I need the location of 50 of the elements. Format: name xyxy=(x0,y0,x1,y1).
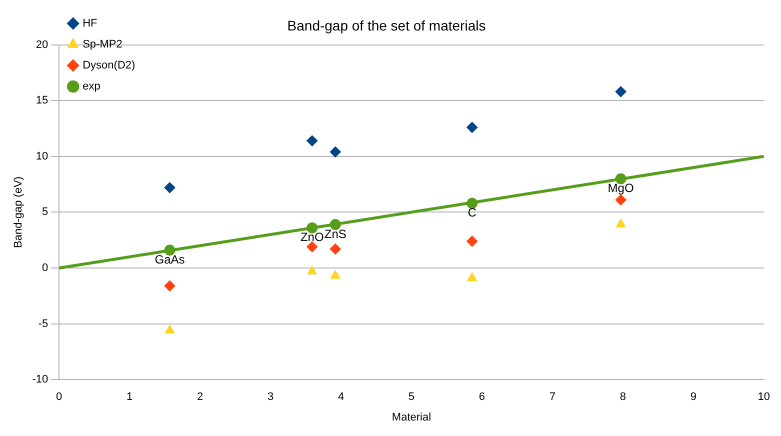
x-tick-label: 5 xyxy=(408,391,415,404)
y-tick-label: 10 xyxy=(36,150,48,162)
point xyxy=(330,270,340,279)
annotation: MgO xyxy=(608,181,634,196)
y-tick-label: 15 xyxy=(36,94,48,107)
point xyxy=(164,182,176,194)
x-tick-label: 8 xyxy=(620,391,626,404)
point xyxy=(306,241,318,252)
point xyxy=(330,146,341,158)
legend-label: Dyson(D2) xyxy=(82,60,136,72)
x-tick-label: 6 xyxy=(478,391,486,404)
point xyxy=(467,272,477,282)
point xyxy=(615,194,626,206)
point xyxy=(307,266,317,274)
x-tick-label: 7 xyxy=(549,391,556,404)
point xyxy=(616,218,626,228)
y-tick-label: 0 xyxy=(42,262,48,274)
chart-title: Band-gap of the set of materials xyxy=(287,17,486,34)
x-tick-label: 9 xyxy=(690,391,696,404)
point xyxy=(164,280,176,292)
point xyxy=(466,236,478,247)
y-axis-title: Band-gap (eV) xyxy=(12,176,25,248)
x-tick-label: 3 xyxy=(267,391,274,404)
legend-label: exp xyxy=(82,80,100,93)
y-tick-label: 5 xyxy=(42,206,48,218)
x-axis-title: Material xyxy=(392,411,432,424)
point xyxy=(615,173,626,184)
x-tick-label: 2 xyxy=(196,391,204,404)
point xyxy=(615,86,626,98)
x-tick-label: 4 xyxy=(338,391,344,404)
point xyxy=(306,135,318,146)
point xyxy=(330,218,341,230)
point xyxy=(466,122,478,133)
annotation: ZnO xyxy=(300,230,324,244)
y-tick-label: -5 xyxy=(38,318,48,330)
point xyxy=(466,198,478,209)
point xyxy=(164,244,176,256)
y-tick-label: 20 xyxy=(36,38,48,51)
point xyxy=(306,222,318,234)
y-tick-label: -10 xyxy=(32,374,48,386)
x-tick-label: 1 xyxy=(126,391,133,404)
annotation: GaAs xyxy=(154,252,185,266)
annotation: ZnS xyxy=(324,226,346,241)
legend-label: HF xyxy=(82,18,98,30)
x-tick-label: 10 xyxy=(758,391,770,404)
x-tick-label: 0 xyxy=(56,391,62,404)
point xyxy=(330,244,341,255)
legend-label: Sp-MP2 xyxy=(82,38,122,51)
point xyxy=(164,324,175,334)
annotation: C xyxy=(468,206,477,220)
